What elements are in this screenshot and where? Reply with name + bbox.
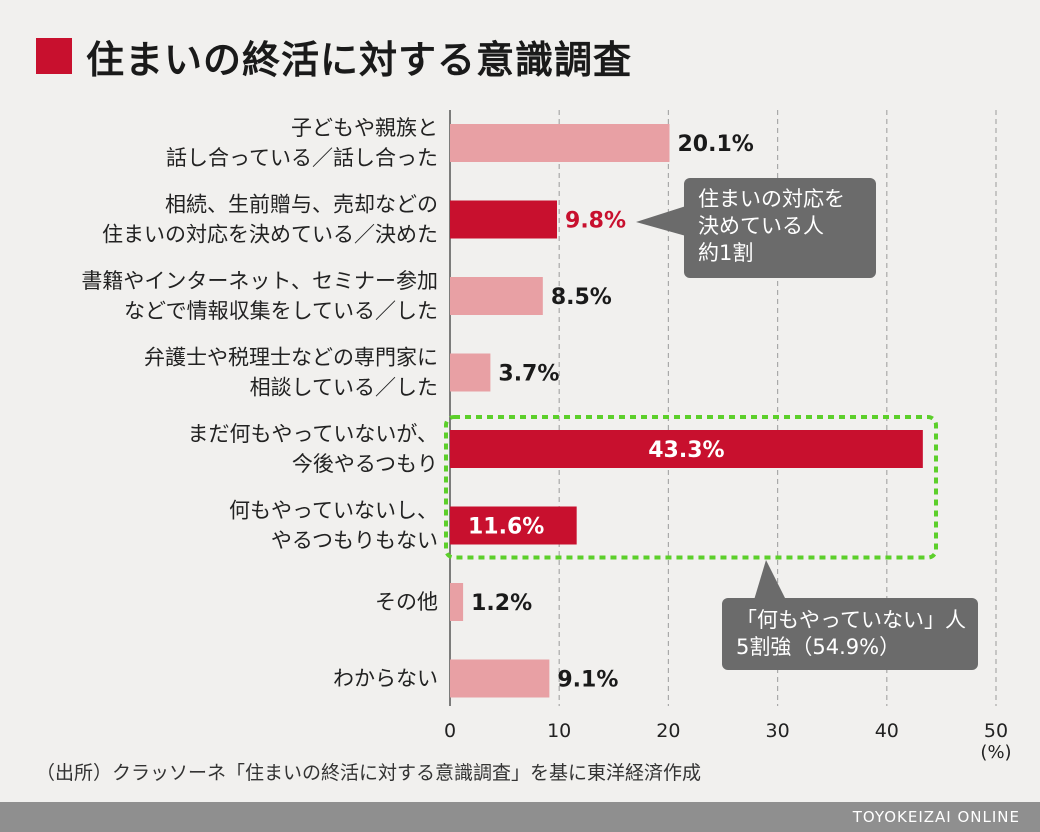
category-label: 住まいの対応を決めている／決めた [102, 223, 438, 247]
category-label: 今後やるつもり [292, 452, 438, 476]
callout-line: 決めている人 [698, 214, 824, 238]
bar [450, 506, 577, 545]
category-label: などで情報収集をしている／した [124, 299, 438, 323]
category-label: 相続、生前贈与、売却などの [165, 193, 438, 217]
source-note: （出所）クラッソーネ「住まいの終活に対する意識調査」を基に東洋経済作成 [36, 762, 702, 784]
title-marker [36, 38, 72, 74]
x-tick-label: 0 [444, 720, 456, 742]
bar [450, 583, 464, 621]
x-unit-label: (%) [980, 742, 1011, 763]
x-tick-label: 20 [656, 720, 680, 742]
data-label: 9.8% [565, 209, 626, 234]
bar [450, 430, 923, 468]
bar [450, 353, 491, 392]
callout-decided: 住まいの対応を 決めている人 約1割 [684, 178, 876, 278]
callout-line: 「何もやっていない」人 [736, 608, 966, 632]
category-label: まだ何もやっていないが、 [187, 422, 438, 446]
title-text: 住まいの終活に対する意識調査 [86, 37, 633, 82]
data-label: 11.6% [468, 515, 544, 540]
bar [450, 124, 670, 162]
bar [450, 277, 543, 315]
category-label: 話し合っている／話し合った [166, 146, 438, 170]
data-label: 3.7% [498, 362, 559, 387]
callout-pointer [754, 560, 786, 600]
category-label: やるつもりもない [271, 529, 438, 553]
data-label: 9.1% [557, 668, 618, 693]
footer-brand: TOYOKEIZAI ONLINE [852, 808, 1020, 826]
callout-line: 5割強（54.9%） [736, 635, 901, 659]
bar [450, 200, 558, 239]
category-label: 何もやっていないし、 [229, 499, 438, 523]
data-label: 1.2% [471, 591, 532, 616]
category-label: 書籍やインターネット、セミナー参加 [81, 269, 438, 293]
category-label: わからない [333, 667, 438, 691]
chart-title: 住まいの終活に対する意識調査 [36, 30, 632, 82]
x-tick-label: 40 [875, 720, 899, 742]
x-tick-label: 30 [766, 720, 790, 742]
category-label: 相談している／した [250, 376, 438, 400]
x-tick-label: 50 [984, 720, 1008, 742]
callout-pointer [636, 206, 686, 236]
data-label: 8.5% [551, 285, 612, 310]
footer-bar: TOYOKEIZAI ONLINE [0, 802, 1040, 832]
bar [450, 659, 550, 698]
category-label: 弁護士や税理士などの専門家に [144, 346, 438, 370]
highlight-box [444, 415, 938, 560]
callout-nothing: 「何もやっていない」人 5割強（54.9%） [722, 598, 978, 670]
callout-line: 約1割 [698, 241, 754, 265]
category-label: 子どもや親族と [291, 116, 438, 140]
data-label: 43.3% [648, 438, 724, 463]
category-label: その他 [375, 590, 438, 614]
x-tick-label: 10 [547, 720, 571, 742]
callout-line: 住まいの対応を [698, 187, 845, 211]
data-label: 20.1% [677, 132, 753, 157]
